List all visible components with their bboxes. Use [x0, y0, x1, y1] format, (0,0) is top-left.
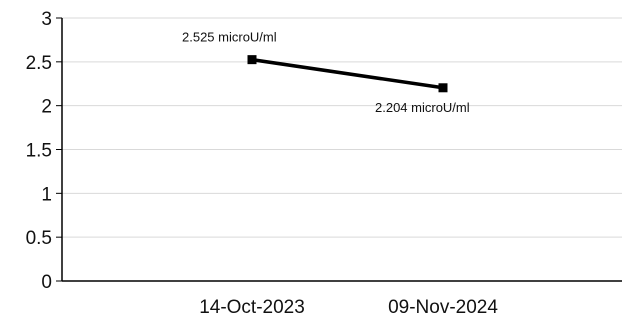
y-tick-label: 1.5	[26, 141, 52, 162]
x-tick-label: 09-Nov-2024	[388, 297, 498, 318]
gridlines	[62, 17, 622, 238]
data-label: 2.204 microU/ml	[375, 100, 470, 115]
y-axis-ticks: 0 0.5 1 1.5 2 2.5 3	[26, 9, 62, 293]
y-tick-label: 2.5	[26, 53, 52, 74]
y-tick-label: 3	[41, 9, 52, 30]
y-tick-label: 0	[41, 272, 52, 293]
data-point	[247, 55, 257, 65]
series-layer: 2.525 microU/ml 2.204 microU/ml	[182, 30, 470, 115]
x-axis-ticks: 14-Oct-2023 09-Nov-2024	[199, 297, 498, 318]
y-tick-label: 0.5	[26, 228, 52, 249]
series-line	[251, 57, 444, 90]
data-label: 2.525 microU/ml	[182, 30, 277, 45]
data-point	[438, 83, 448, 93]
y-tick-label: 2	[41, 97, 52, 118]
y-tick-label: 1	[41, 184, 52, 205]
x-tick-label: 14-Oct-2023	[199, 297, 305, 318]
